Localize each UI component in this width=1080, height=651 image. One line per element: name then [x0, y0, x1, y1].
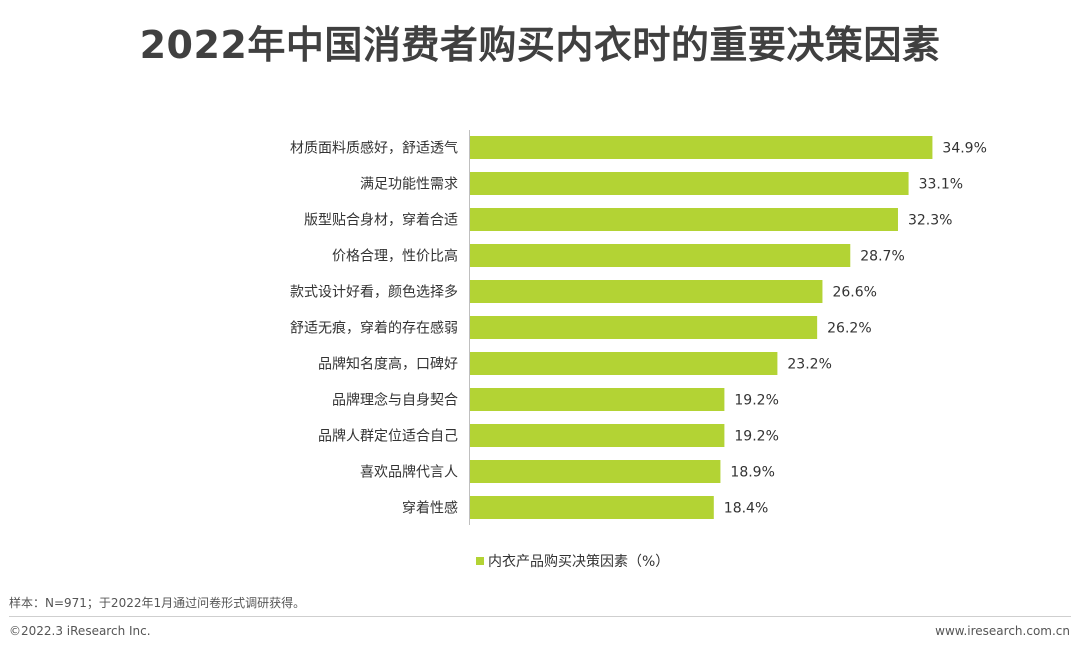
value-label: 28.7% — [860, 249, 904, 265]
value-label: 19.2% — [734, 393, 778, 409]
bar-chart: 材质面料质感好，舒适透气满足功能性需求版型贴合身材，穿着合适价格合理，性价比高款… — [290, 130, 987, 525]
bar — [470, 244, 851, 267]
legend-label: 内衣产品购买决策因素（%） — [488, 554, 670, 570]
category-label: 喜欢品牌代言人 — [360, 464, 458, 481]
bar — [470, 172, 909, 195]
category-labels-group: 材质面料质感好，舒适透气满足功能性需求版型贴合身材，穿着合适价格合理，性价比高款… — [290, 140, 458, 517]
website-link[interactable]: www.iresearch.com.cn — [935, 624, 1070, 638]
value-label: 32.3% — [908, 213, 952, 229]
bar — [470, 208, 898, 231]
copyright-text: ©2022.3 iResearch Inc. — [9, 624, 151, 638]
chart-title: 2022年中国消费者购买内衣时的重要决策因素 — [139, 23, 941, 67]
bar — [470, 316, 818, 339]
bar — [470, 352, 778, 375]
sample-note: 样本：N=971；于2022年1月通过问卷形式调研获得。 — [9, 596, 306, 610]
bar — [470, 136, 933, 159]
category-label: 价格合理，性价比高 — [332, 248, 458, 265]
category-label: 穿着性感 — [402, 500, 458, 517]
footer-divider — [9, 616, 1071, 617]
value-label: 34.9% — [942, 141, 986, 157]
category-label: 品牌知名度高，口碑好 — [318, 356, 458, 373]
legend: 内衣产品购买决策因素（%） — [476, 551, 669, 571]
value-labels-group: 34.9% 33.1% 32.3% 28.7% 26.6% 26.2% 23.2% 19.2%… — [724, 141, 987, 517]
category-label: 舒适无痕，穿着的存在感弱 — [290, 320, 458, 337]
category-label: 品牌理念与自身契合 — [332, 392, 458, 409]
bar — [470, 424, 725, 447]
value-label: 33.1% — [919, 177, 963, 193]
value-label: 18.4% — [724, 501, 768, 517]
bar — [470, 280, 823, 303]
value-label: 18.9% — [730, 465, 774, 481]
category-label: 品牌人群定位适合自己 — [318, 428, 458, 445]
value-label: 26.2% — [827, 321, 871, 337]
category-label: 材质面料质感好，舒适透气 — [290, 140, 458, 157]
category-label: 满足功能性需求 — [360, 177, 458, 193]
value-label: 19.2% — [734, 429, 778, 445]
legend-swatch — [476, 557, 484, 565]
value-label: 26.6% — [832, 285, 876, 301]
category-label: 款式设计好看，颜色选择多 — [290, 284, 458, 301]
category-label: 版型贴合身材，穿着合适 — [304, 213, 458, 229]
bar — [470, 460, 721, 483]
bar — [470, 388, 725, 411]
bar — [470, 496, 714, 519]
value-label: 23.2% — [787, 357, 831, 373]
bars-group — [470, 136, 933, 519]
